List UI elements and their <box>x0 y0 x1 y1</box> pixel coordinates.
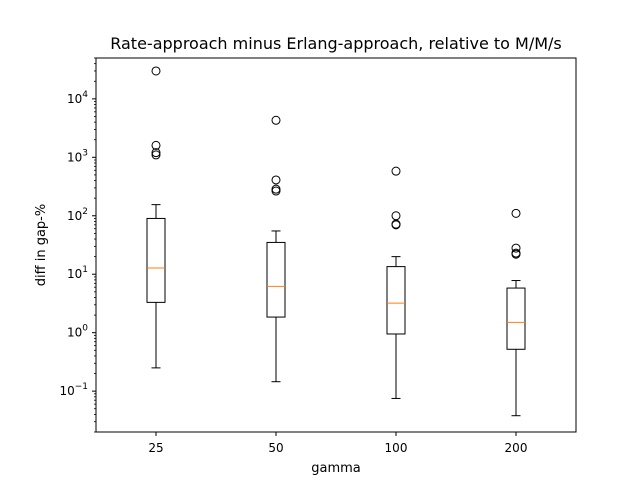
y-tick-label: 10−1 <box>59 382 88 398</box>
y-tick-label: 100 <box>67 324 88 340</box>
y-tick-exponent: 1 <box>82 265 88 275</box>
x-tick-label: 100 <box>385 441 408 455</box>
iqr-box <box>266 241 286 318</box>
outlier-point <box>391 211 401 221</box>
outlier-point <box>511 208 521 218</box>
outlier-point <box>511 243 521 253</box>
iqr-box <box>146 217 166 303</box>
box-50 <box>266 115 286 383</box>
y-tick-label: 101 <box>67 265 88 281</box>
y-tick-base: 10 <box>67 326 82 340</box>
y-tick-base: 10 <box>67 150 82 164</box>
plot-area <box>146 66 526 417</box>
y-tick-base: 10 <box>59 384 74 398</box>
outlier-point <box>271 115 281 125</box>
outlier-point <box>271 184 281 194</box>
x-tick-label: 25 <box>148 441 163 455</box>
box-200 <box>506 208 526 417</box>
y-tick-label: 102 <box>67 207 88 223</box>
y-tick-exponent: 3 <box>82 148 88 158</box>
y-axis-label: diff in gap-% <box>34 204 49 286</box>
outlier-point <box>151 150 161 160</box>
y-tick-label: 104 <box>67 90 88 106</box>
x-tick-label: 50 <box>268 441 283 455</box>
outlier-point <box>151 140 161 150</box>
outlier-point <box>151 66 161 76</box>
outlier-point <box>391 166 401 176</box>
box-25 <box>146 66 166 369</box>
x-axis-label: gamma <box>311 461 361 476</box>
x-tick-label: 200 <box>505 441 528 455</box>
y-tick-base: 10 <box>67 267 82 281</box>
y-tick-base: 10 <box>67 92 82 106</box>
y-tick-exponent: 0 <box>82 324 88 334</box>
outlier-point <box>271 175 281 185</box>
plot-frame <box>95 57 577 433</box>
y-tick-exponent: −1 <box>75 382 88 392</box>
y-tick-exponent: 4 <box>82 90 88 100</box>
box-100 <box>386 166 406 399</box>
chart-title: Rate-approach minus Erlang-approach, rel… <box>110 34 562 53</box>
iqr-box <box>506 287 526 350</box>
y-tick-label: 103 <box>67 148 88 164</box>
y-tick-exponent: 2 <box>82 207 88 217</box>
y-tick-base: 10 <box>67 209 82 223</box>
iqr-box <box>386 266 406 335</box>
outlier-point <box>511 248 521 258</box>
outlier-point <box>151 148 161 158</box>
